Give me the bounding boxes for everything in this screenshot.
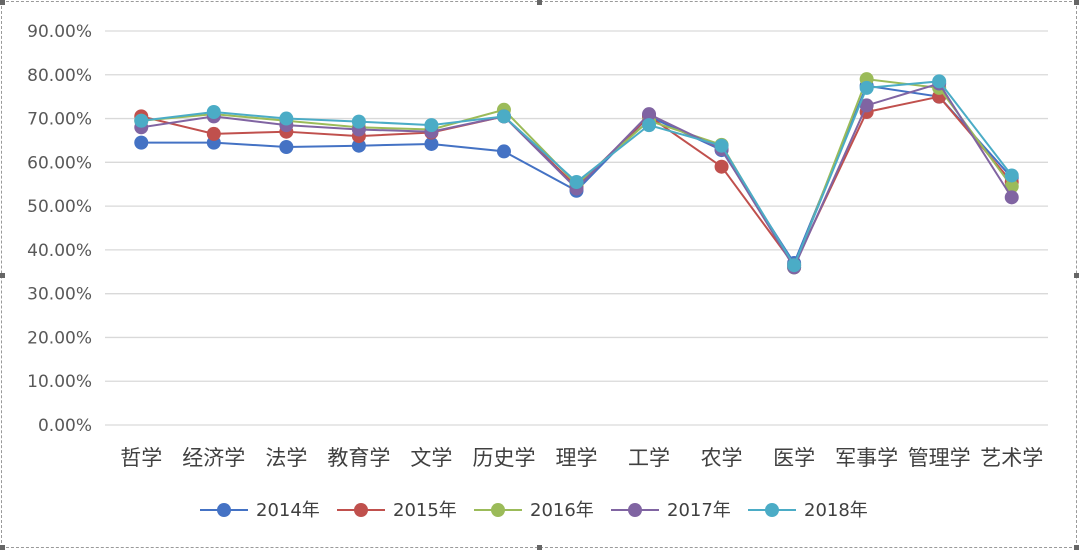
legend-marker — [217, 503, 231, 517]
legend-marker — [491, 503, 505, 517]
data-point[interactable] — [134, 113, 149, 128]
resize-handle-bottom-left[interactable] — [0, 545, 5, 550]
legend-marker — [628, 503, 642, 517]
legend-item[interactable]: 2017年 — [611, 500, 731, 521]
y-tick-label: 10.00% — [27, 372, 92, 392]
legend-label: 2016年 — [530, 500, 594, 521]
data-point[interactable] — [642, 107, 657, 122]
series-2 — [134, 72, 1019, 275]
data-point[interactable] — [424, 136, 439, 151]
y-tick-label: 70.00% — [27, 110, 92, 130]
data-point[interactable] — [569, 175, 584, 190]
data-point[interactable] — [859, 98, 874, 113]
series-lines — [134, 72, 1019, 275]
x-category-label: 工学 — [628, 446, 670, 470]
data-point[interactable] — [134, 135, 149, 150]
data-point[interactable] — [279, 111, 294, 126]
x-category-label: 理学 — [556, 446, 598, 470]
legend-item[interactable]: 2014年 — [200, 500, 320, 521]
resize-handle-top-middle[interactable] — [537, 0, 542, 5]
legend-label: 2015年 — [393, 500, 457, 521]
data-point[interactable] — [787, 258, 802, 273]
x-category-label: 文学 — [410, 446, 452, 470]
legend-marker — [354, 503, 368, 517]
legend-label: 2014年 — [256, 500, 320, 521]
data-point[interactable] — [932, 74, 947, 89]
data-point[interactable] — [1004, 168, 1019, 183]
y-tick-label: 50.00% — [27, 197, 92, 217]
data-point[interactable] — [424, 118, 439, 133]
legend-label: 2017年 — [667, 500, 731, 521]
data-point[interactable] — [642, 118, 657, 133]
resize-handle-middle-right[interactable] — [1074, 273, 1079, 278]
data-point[interactable] — [351, 138, 366, 153]
y-tick-label: 40.00% — [27, 241, 92, 261]
legend-item[interactable]: 2016年 — [474, 500, 594, 521]
data-point[interactable] — [1004, 179, 1019, 194]
x-category-label: 农学 — [701, 446, 743, 470]
y-axis-ticks: 0.00% 10.00% 20.00% 30.00% 40.00% 50.00% 60.00… — [27, 22, 92, 436]
data-point[interactable] — [714, 159, 729, 174]
data-point[interactable] — [1004, 190, 1019, 205]
y-tick-label: 80.00% — [27, 66, 92, 86]
series-line — [141, 84, 1013, 266]
series-4 — [134, 74, 1019, 273]
legend: 2014年 2015年 2016年 2017年 2018年 — [200, 500, 868, 521]
resize-handle-middle-left[interactable] — [0, 273, 5, 278]
x-axis-categories: 哲学 经济学 法学 教育学 文学 历史学 理学 工学 农学 医学 军事学 管理学 艺术学 — [120, 446, 1043, 470]
series-line — [141, 78, 1013, 270]
y-tick-label: 20.00% — [27, 328, 92, 348]
data-point[interactable] — [496, 109, 511, 124]
resize-handle-bottom-middle[interactable] — [537, 545, 542, 550]
legend-item[interactable]: 2015年 — [337, 500, 457, 521]
gridlines — [105, 30, 1048, 426]
legend-item[interactable]: 2018年 — [748, 500, 868, 521]
data-point[interactable] — [496, 144, 511, 159]
data-point[interactable] — [714, 138, 729, 153]
data-point[interactable] — [351, 114, 366, 129]
y-tick-label: 90.00% — [27, 22, 92, 42]
x-category-label: 医学 — [773, 446, 815, 470]
x-category-label: 教育学 — [327, 446, 390, 470]
x-category-label: 历史学 — [472, 446, 535, 470]
data-point[interactable] — [859, 80, 874, 95]
x-category-label: 法学 — [265, 446, 307, 470]
data-point[interactable] — [206, 104, 221, 119]
x-category-label: 经济学 — [182, 446, 245, 470]
x-category-label: 军事学 — [835, 446, 898, 470]
y-tick-label: 30.00% — [27, 285, 92, 305]
resize-handle-bottom-right[interactable] — [1074, 545, 1079, 550]
resize-handle-top-left[interactable] — [0, 0, 5, 5]
resize-handle-top-right[interactable] — [1074, 0, 1079, 5]
data-point[interactable] — [279, 140, 294, 155]
legend-label: 2018年 — [804, 500, 868, 521]
data-point[interactable] — [206, 126, 221, 141]
y-tick-label: 60.00% — [27, 153, 92, 173]
x-category-label: 艺术学 — [980, 446, 1043, 470]
y-tick-label: 0.00% — [38, 416, 92, 436]
x-category-label: 哲学 — [120, 446, 162, 470]
x-category-label: 管理学 — [908, 446, 971, 470]
legend-marker — [765, 503, 779, 517]
